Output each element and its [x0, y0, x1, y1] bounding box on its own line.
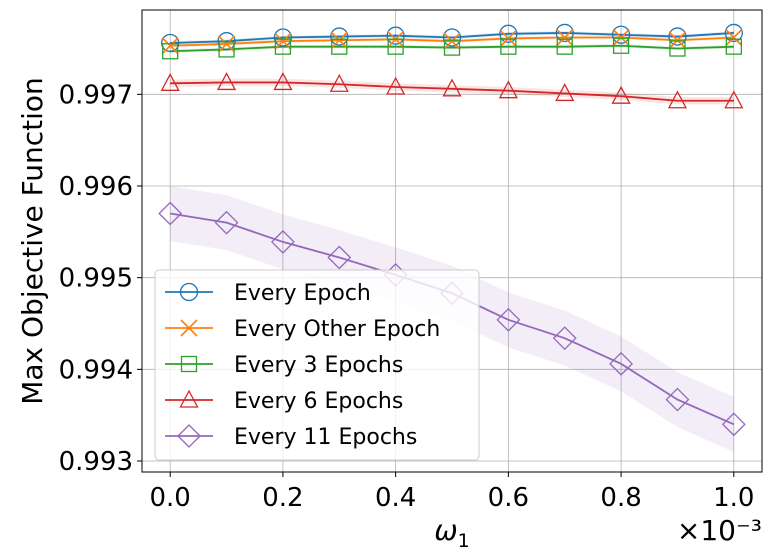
legend-box [154, 269, 480, 461]
y-tick-label: 0.993 [59, 447, 133, 477]
y-tick-label: 0.997 [59, 80, 133, 110]
marker-every-other-epoch [725, 28, 743, 47]
marker-every-6-epochs [386, 76, 406, 95]
y-tick-label: 0.994 [59, 355, 133, 385]
x-tick-label: 0.4 [375, 483, 416, 513]
marker-every-other-epoch [612, 28, 630, 47]
marker-every-other-epoch [217, 35, 236, 53]
marker-every-epoch [386, 26, 405, 45]
marker-every-11-epochs [721, 412, 746, 437]
marker-every-3-epochs [387, 38, 404, 55]
legend-entry-every-other-epoch: Every Other Epoch [165, 317, 440, 342]
marker-every-6-epochs [329, 73, 349, 92]
legend-entry-every-epoch: Every Epoch [165, 281, 371, 306]
marker-every-epoch [330, 27, 349, 46]
marker-every-epoch [668, 27, 687, 46]
y-tick-label: 0.996 [59, 172, 133, 202]
marker-every-6-epochs [216, 72, 237, 91]
marker-every-other-epoch [556, 28, 574, 47]
marker-every-3-epochs [331, 38, 348, 55]
legend-entry-every-11-epochs: Every 11 Epochs [165, 424, 417, 450]
x-tick-label: 0.8 [600, 483, 641, 513]
line-every-epoch [170, 32, 734, 44]
legend-marker [179, 282, 199, 302]
marker-every-epoch [442, 28, 462, 47]
marker-every-3-epochs [500, 38, 517, 55]
legend-marker [180, 319, 198, 337]
marker-every-other-epoch [161, 37, 179, 55]
legend-label: Every 6 Epochs [234, 389, 403, 414]
marker-every-epoch [611, 25, 631, 44]
marker-every-3-epochs [725, 38, 742, 55]
marker-every-epoch [724, 23, 743, 43]
plot-frame [141, 9, 763, 473]
marker-every-6-epochs [498, 80, 518, 99]
axis-ticks: 0.0 0.2 0.4 0.6 0.8 1.0 0.993 0.994 0.995 0.996 0.… [59, 80, 755, 513]
legend-marker [179, 389, 199, 408]
marker-every-other-epoch [668, 31, 687, 49]
legend: Every Epoch Every Other Epoch Every 3 Epoc… [154, 269, 480, 461]
series-markers [158, 23, 746, 437]
marker-every-11-epochs [327, 245, 352, 270]
marker-every-epoch [273, 28, 293, 47]
marker-every-epoch [161, 33, 180, 53]
x-axis-label: ω1 [434, 514, 470, 552]
legend-entry-every-3-epochs: Every 3 Epochs [165, 353, 403, 378]
marker-every-6-epochs [611, 85, 631, 104]
marker-every-6-epochs [442, 78, 462, 97]
x-tick-label: 1.0 [713, 483, 754, 513]
legend-entry-every-6-epochs: Every 6 Epochs [165, 389, 403, 414]
marker-every-11-epochs [158, 201, 183, 226]
x-tick-label: 0.6 [488, 483, 529, 513]
marker-every-other-epoch [274, 32, 292, 50]
legend-label: Every Epoch [234, 281, 371, 306]
marker-every-3-epochs [669, 40, 686, 57]
marker-every-6-epochs [555, 83, 575, 102]
legend-marker [180, 355, 198, 373]
marker-every-3-epochs [162, 43, 179, 60]
marker-every-other-epoch [499, 29, 517, 47]
legend-label: Every 11 Epochs [234, 425, 417, 450]
marker-every-6-epochs [273, 72, 293, 91]
marker-every-6-epochs [724, 90, 744, 109]
marker-every-epoch [555, 23, 574, 43]
line-every-3-epochs [170, 44, 734, 53]
marker-every-11-epochs [496, 307, 521, 332]
marker-every-3-epochs [612, 37, 630, 54]
band-every-6-epochs [170, 78, 734, 105]
line-every-6-epochs [170, 81, 734, 102]
marker-every-11-epochs [270, 229, 295, 254]
x-tick-label: 0.0 [150, 483, 191, 513]
marker-every-epoch [499, 24, 518, 43]
marker-every-other-epoch [330, 31, 348, 49]
marker-every-6-epochs [160, 72, 180, 91]
legend-marker [177, 424, 201, 448]
x-tick-label: 0.2 [262, 483, 303, 513]
marker-every-3-epochs [443, 39, 461, 56]
marker-every-3-epochs [274, 38, 292, 55]
x-axis-multiplier: ×10⁻³ [677, 514, 762, 547]
marker-every-6-epochs [667, 90, 688, 109]
marker-every-11-epochs [665, 387, 690, 412]
marker-every-11-epochs [214, 210, 239, 235]
marker-every-3-epochs [218, 41, 235, 58]
marker-every-11-epochs [609, 351, 634, 376]
marker-every-other-epoch [443, 32, 461, 50]
y-axis-label: Max Objective Function [16, 77, 49, 405]
legend-label: Every Other Epoch [234, 317, 440, 342]
legend-label: Every 3 Epochs [234, 353, 403, 378]
marker-every-epoch [217, 32, 236, 51]
marker-every-11-epochs [552, 326, 577, 351]
y-tick-label: 0.995 [59, 264, 133, 294]
marker-every-3-epochs [556, 38, 573, 55]
